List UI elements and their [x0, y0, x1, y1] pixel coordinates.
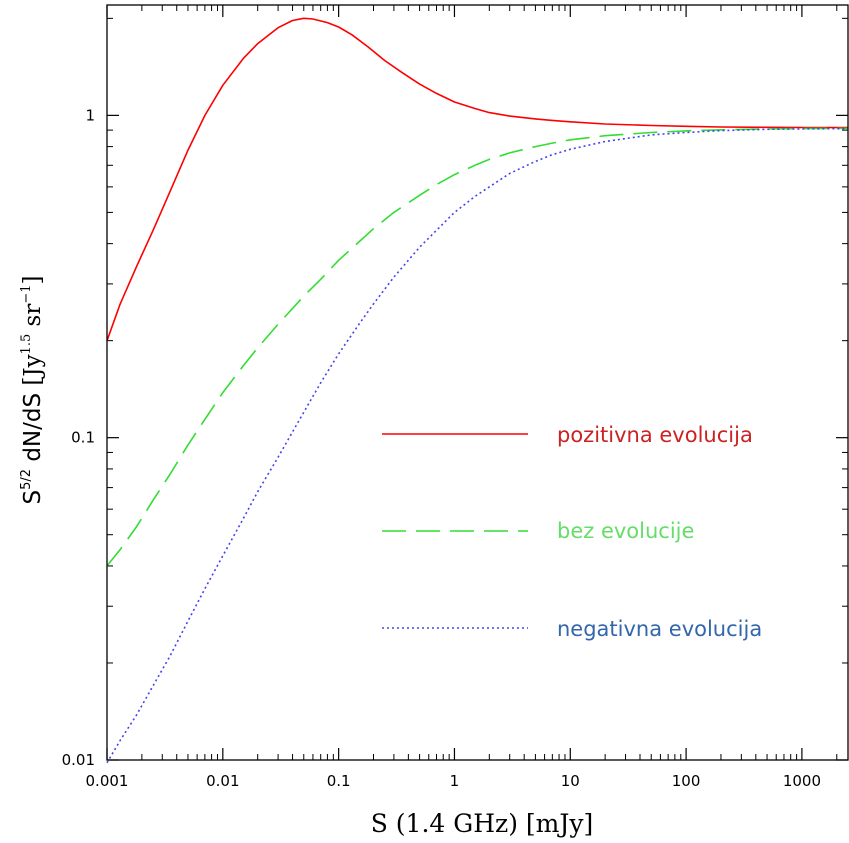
x-tick-label: 0.01: [206, 772, 239, 790]
x-tick-label: 0.001: [86, 772, 129, 790]
y-axis-label: S5/2 dN/dS [Jy1.5 sr−1]: [19, 275, 46, 504]
series-line-0: [106, 17, 849, 341]
y-label-quantity: dN/dS: [20, 386, 46, 469]
legend-label-pozitivna: pozitivna evolucija: [557, 423, 753, 447]
y-label-unit-exp2: −1: [19, 284, 34, 303]
legend: pozitivna evolucija bez evolucije negati…: [382, 423, 762, 641]
y-label-unit-exp1: 1.5: [19, 334, 34, 355]
y-tick-label: 0.01: [62, 751, 95, 769]
series-line-1: [106, 127, 849, 567]
series-line-2: [106, 127, 849, 764]
major-ticks: [106, 5, 848, 761]
plot-frame: [106, 4, 849, 761]
legend-label-bez: bez evolucije: [557, 519, 694, 543]
legend-label-negativna: negativna evolucija: [557, 617, 762, 641]
y-tick-label: 0.1: [71, 429, 95, 447]
x-tick-label: 0.1: [327, 772, 351, 790]
tick-labels: 0.001 0.01 0.1 1 10 100 1000 0.01 0.1 1: [62, 106, 821, 790]
y-tick-label: 1: [85, 106, 95, 124]
x-axis-label: S (1.4 GHz) [mJy]: [371, 809, 594, 838]
x-tick-label: 1: [450, 772, 460, 790]
x-tick-label: 100: [672, 772, 701, 790]
series-lines: [106, 17, 849, 764]
y-label-s-exponent: 5/2: [19, 469, 34, 490]
x-tick-label: 10: [561, 772, 580, 790]
minor-ticks: [107, 5, 848, 760]
y-label-s: S: [20, 490, 46, 505]
x-tick-label: 1000: [783, 772, 821, 790]
y-label-unit-close: ]: [20, 275, 46, 284]
y-label-unit-sr: sr: [20, 304, 46, 334]
y-label-unit-open: [Jy: [20, 354, 46, 385]
